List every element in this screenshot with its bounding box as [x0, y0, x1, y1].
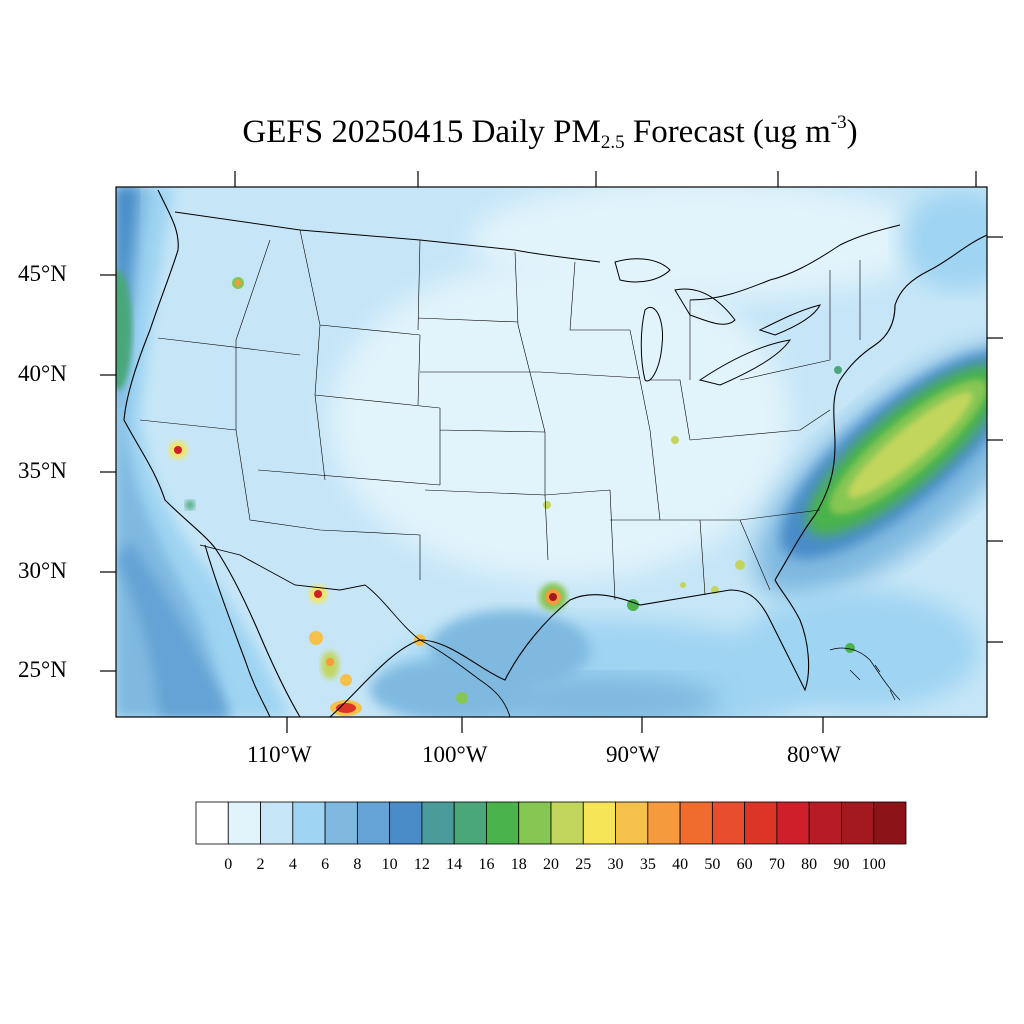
colorbar-tick-label: 40: [672, 856, 689, 873]
cuba-bahamas: [829, 647, 901, 701]
colorbar-swatch: [356, 801, 391, 845]
map-frame: [115, 186, 988, 718]
colorbar-swatch: [808, 801, 842, 845]
colorbar-swatch: [582, 801, 616, 845]
colorbar-swatch: [260, 801, 294, 845]
colorbar-tick-label: 10: [381, 856, 398, 873]
lat-label-25: 25°N: [18, 657, 67, 682]
colorbar-swatch: [227, 801, 261, 845]
northeast-haze: [900, 190, 987, 290]
colorbar-tick-label: 2: [256, 856, 265, 873]
lon-label-110w: 110°W: [247, 742, 312, 767]
coastline-gulf: [329, 579, 810, 717]
colorbar-tick-label: 90: [833, 856, 850, 873]
mexico-haze: [370, 660, 530, 717]
colorbar-swatch: [389, 801, 423, 845]
colorbar-tick-label: 12: [413, 856, 430, 873]
title-prefix: GEFS 20250415 Daily PM: [242, 114, 601, 150]
colorbar-tick-label: 20: [543, 856, 559, 873]
tick-marks: [100, 171, 1003, 733]
colorbar-tick-label: 60: [736, 856, 753, 873]
lon-label-90w: 90°W: [606, 742, 660, 767]
map-title: GEFS 20250415 Daily PM2.5 Forecast (ug m…: [0, 112, 1024, 154]
colorbar-swatch: [841, 801, 875, 845]
baja-ocean: [116, 540, 230, 717]
us-mexico-border: [199, 544, 511, 717]
colorbar-swatch: [679, 801, 713, 845]
colorbar-tick-label: 50: [704, 856, 721, 873]
colorbar-tick-label: 4: [288, 856, 297, 873]
coastline-east: [774, 234, 987, 581]
caribbean-haze: [740, 590, 980, 710]
colorbar: [195, 801, 907, 845]
great-lakes: [614, 258, 821, 386]
atlantic-plume-25: [847, 392, 973, 498]
coastline-baja: [204, 544, 271, 717]
title-superscript: -3: [830, 112, 847, 133]
colorbar-swatch: [518, 801, 552, 845]
colorbar-tick-label: 0: [224, 856, 233, 873]
colorbar-swatch: [292, 801, 326, 845]
us-canada-border: [174, 211, 901, 301]
title-suffix: ): [846, 114, 858, 150]
pacific-green-patch: [116, 270, 132, 390]
colorbar-swatch: [421, 801, 455, 845]
lat-label-45: 45°N: [18, 261, 67, 286]
colorbar-swatch: [195, 801, 229, 845]
lon-label-80w: 80°W: [787, 742, 841, 767]
colorbar-swatch: [550, 801, 584, 845]
colorbar-tick-label: 6: [321, 856, 330, 873]
hotspots: [169, 277, 855, 716]
lat-label-40: 40°N: [18, 361, 67, 386]
colorbar-swatch: [873, 801, 907, 845]
lat-label-30: 30°N: [18, 558, 67, 583]
lon-label-100w: 100°W: [422, 742, 488, 767]
colorbar-tick-label: 30: [607, 856, 624, 873]
pacific-band-3: [116, 187, 138, 420]
colorbar-tick-label: 18: [510, 856, 527, 873]
colorbar-tick-label: 70: [768, 856, 785, 873]
boundaries: [123, 189, 987, 717]
colorbar-swatch: [324, 801, 358, 845]
colorbar-tick-label: 25: [575, 856, 592, 873]
colorbar-tick-label: 35: [639, 856, 656, 873]
clean-air-interior: [330, 260, 790, 580]
gulf-band-3: [480, 675, 720, 717]
colorbar-tick-label: 100: [861, 856, 886, 873]
colorbar-swatch: [647, 801, 681, 845]
colorbar-tick-label: 14: [446, 856, 463, 873]
colorbar-swatch: [744, 801, 778, 845]
colorbar-tick-label: 80: [801, 856, 818, 873]
title-middle: Forecast (ug m: [624, 114, 831, 150]
clean-air-north: [470, 187, 930, 300]
coastline-west: [123, 189, 301, 717]
colorbar-tick-label: 16: [478, 856, 495, 873]
title-subscript: 2.5: [600, 132, 625, 153]
colorbar-tick-label: 8: [353, 856, 362, 873]
colorbar-swatch: [615, 801, 649, 845]
lat-label-35: 35°N: [18, 458, 67, 483]
colorbar-swatch: [486, 801, 520, 845]
colorbar-swatch: [711, 801, 746, 845]
colorbar-swatch: [453, 801, 487, 845]
concentration-field: [116, 187, 987, 717]
state-lines: [139, 229, 861, 601]
colorbar-swatch: [776, 801, 810, 845]
